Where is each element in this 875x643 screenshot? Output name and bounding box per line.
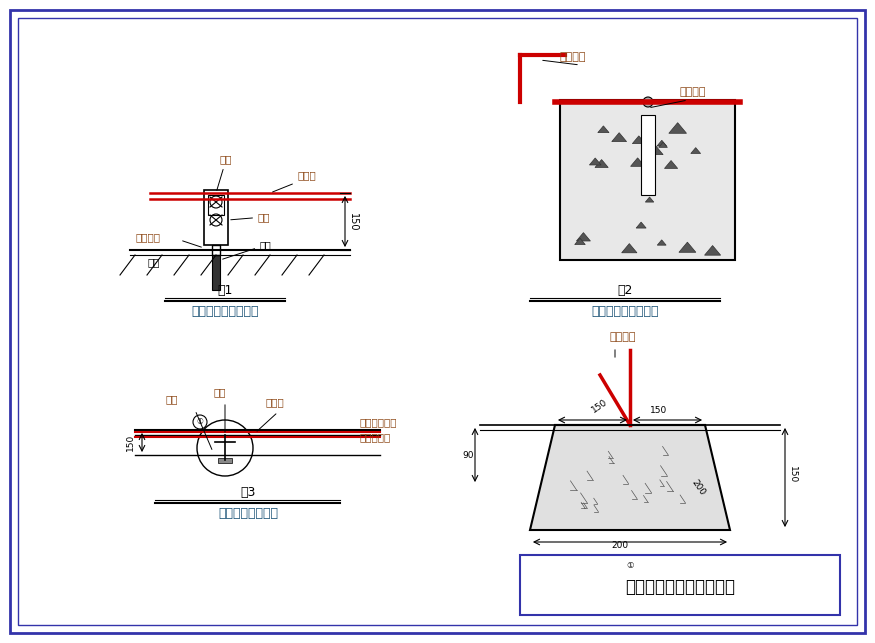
Text: 150: 150 xyxy=(650,406,668,415)
Polygon shape xyxy=(595,159,608,167)
Text: 图3: 图3 xyxy=(241,486,256,499)
Polygon shape xyxy=(590,158,601,165)
Polygon shape xyxy=(646,144,663,155)
Text: 螺栓: 螺栓 xyxy=(217,154,233,190)
Text: 200: 200 xyxy=(690,478,707,497)
Polygon shape xyxy=(530,425,730,530)
Text: 膨胀螺栓做法（二）: 膨胀螺栓做法（二） xyxy=(592,305,659,318)
Polygon shape xyxy=(612,132,626,141)
Text: 200: 200 xyxy=(612,541,628,550)
Bar xyxy=(212,245,220,255)
Text: 支架: 支架 xyxy=(213,387,226,397)
Bar xyxy=(520,555,840,615)
Text: 图2: 图2 xyxy=(618,284,633,297)
Text: 膨胀螺栓做法（一）: 膨胀螺栓做法（一） xyxy=(192,305,259,318)
Bar xyxy=(641,115,655,195)
Polygon shape xyxy=(598,126,609,132)
Polygon shape xyxy=(633,136,645,143)
Text: 采用固定底座做法: 采用固定底座做法 xyxy=(218,507,278,520)
Polygon shape xyxy=(704,246,721,255)
Text: 150: 150 xyxy=(125,433,135,451)
Text: 图1: 图1 xyxy=(217,284,233,297)
Bar xyxy=(212,255,220,290)
Polygon shape xyxy=(657,140,667,146)
Polygon shape xyxy=(577,233,591,241)
Bar xyxy=(208,195,224,215)
Polygon shape xyxy=(659,142,668,147)
Bar xyxy=(218,458,232,463)
Text: 屋面: 屋面 xyxy=(148,257,160,267)
Circle shape xyxy=(643,97,653,107)
Text: 固定支架: 固定支架 xyxy=(560,52,586,62)
Polygon shape xyxy=(646,197,654,202)
Text: 膨胀螺栓: 膨胀螺栓 xyxy=(135,232,160,242)
Text: ①: ① xyxy=(626,561,634,570)
Text: 接闪带: 接闪带 xyxy=(265,397,284,407)
Text: 支架: 支架 xyxy=(231,212,270,222)
Text: ①: ① xyxy=(197,417,203,426)
Bar xyxy=(560,100,735,260)
Text: 焊接: 焊接 xyxy=(222,240,272,259)
Text: 固定支架: 固定支架 xyxy=(610,332,636,342)
Text: 接闪带支架安装图（二）: 接闪带支架安装图（二） xyxy=(625,578,735,596)
Text: 150: 150 xyxy=(590,398,609,415)
Text: 接闪带: 接闪带 xyxy=(298,170,317,180)
Text: 150: 150 xyxy=(348,213,358,231)
Bar xyxy=(204,190,228,245)
Text: 90: 90 xyxy=(462,451,473,460)
Polygon shape xyxy=(657,240,666,245)
Polygon shape xyxy=(664,161,677,168)
Text: 各种型号屋面: 各种型号屋面 xyxy=(360,417,397,427)
Text: 底座: 底座 xyxy=(165,394,178,404)
Polygon shape xyxy=(679,242,696,252)
Polygon shape xyxy=(668,123,687,133)
Polygon shape xyxy=(636,222,646,228)
Text: 膨胀螺栓: 膨胀螺栓 xyxy=(680,87,706,97)
Text: 板或女儿墙: 板或女儿墙 xyxy=(360,432,391,442)
Text: 150: 150 xyxy=(788,466,797,484)
Polygon shape xyxy=(631,158,645,167)
Polygon shape xyxy=(621,244,637,253)
Polygon shape xyxy=(690,148,701,154)
Polygon shape xyxy=(575,238,585,244)
